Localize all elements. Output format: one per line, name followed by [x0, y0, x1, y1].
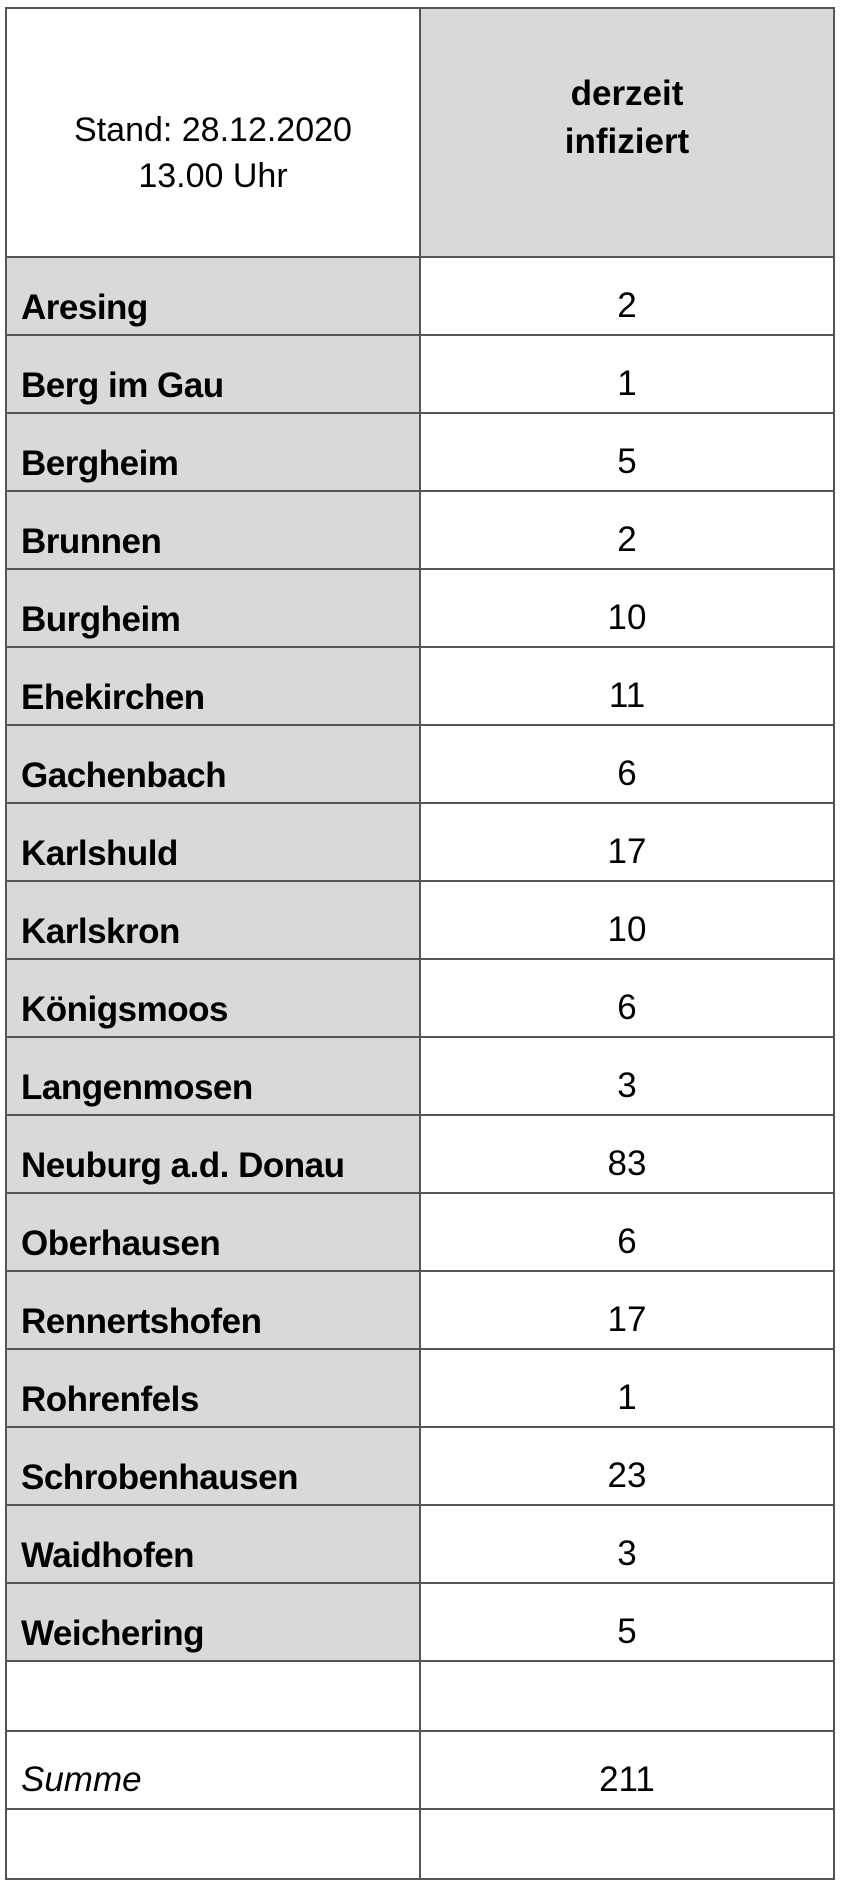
table-row: Gachenbach 6 — [5, 724, 835, 804]
table-row: Langenmosen 3 — [5, 1036, 835, 1116]
infected-count: 17 — [419, 802, 835, 882]
infected-count: 1 — [419, 334, 835, 414]
infected-count: 6 — [419, 958, 835, 1038]
stand-time: 13.00 Uhr — [138, 156, 288, 195]
table-row: Burgheim 10 — [5, 568, 835, 648]
municipality-name: Bergheim — [5, 412, 421, 492]
table-row: Ehekirchen 11 — [5, 646, 835, 726]
municipality-name: Oberhausen — [5, 1192, 421, 1272]
infected-count: 6 — [419, 724, 835, 804]
blank-cell — [419, 1808, 835, 1880]
table-row: Weichering 5 — [5, 1582, 835, 1662]
table-row: Karlshuld 17 — [5, 802, 835, 882]
municipality-name: Karlshuld — [5, 802, 421, 882]
infected-count: 11 — [419, 646, 835, 726]
table-row: Berg im Gau 1 — [5, 334, 835, 414]
infected-count: 6 — [419, 1192, 835, 1272]
infected-count: 3 — [419, 1504, 835, 1584]
blank-cell — [5, 1808, 421, 1880]
total-value: 211 — [419, 1730, 835, 1810]
infected-count: 1 — [419, 1348, 835, 1428]
table-row: Oberhausen 6 — [5, 1192, 835, 1272]
infection-table: Stand: 28.12.2020 13.00 Uhr derzeit infi… — [5, 7, 835, 1880]
municipality-name: Burgheim — [5, 568, 421, 648]
municipality-name: Neuburg a.d. Donau — [5, 1114, 421, 1194]
stand-date: Stand: 28.12.2020 — [74, 110, 352, 149]
table-row: Waidhofen 3 — [5, 1504, 835, 1584]
table-row: Neuburg a.d. Donau 83 — [5, 1114, 835, 1194]
infected-count: 2 — [419, 490, 835, 570]
infected-count: 2 — [419, 256, 835, 336]
blank-row — [5, 1660, 835, 1732]
table-row: Schrobenhausen 23 — [5, 1426, 835, 1506]
municipality-name: Aresing — [5, 256, 421, 336]
column-header-line2: infiziert — [564, 121, 690, 161]
infected-count: 5 — [419, 412, 835, 492]
municipality-name: Ehekirchen — [5, 646, 421, 726]
municipality-name: Karlskron — [5, 880, 421, 960]
blank-cell — [419, 1660, 835, 1732]
table-row: Brunnen 2 — [5, 490, 835, 570]
infected-count: 10 — [419, 568, 835, 648]
column-header: derzeit infiziert — [419, 7, 835, 258]
municipality-name: Brunnen — [5, 490, 421, 570]
municipality-name: Berg im Gau — [5, 334, 421, 414]
table-row: Bergheim 5 — [5, 412, 835, 492]
infected-count: 17 — [419, 1270, 835, 1350]
cut-off-row — [5, 1808, 835, 1880]
municipality-name: Weichering — [5, 1582, 421, 1662]
table-row: Karlskron 10 — [5, 880, 835, 960]
municipality-name: Rohrenfels — [5, 1348, 421, 1428]
column-header-line1: derzeit — [570, 73, 684, 113]
municipality-name: Rennertshofen — [5, 1270, 421, 1350]
municipality-name: Schrobenhausen — [5, 1426, 421, 1506]
table-row: Aresing 2 — [5, 256, 835, 336]
infected-count: 83 — [419, 1114, 835, 1194]
municipality-name: Königsmoos — [5, 958, 421, 1038]
total-row: Summe 211 — [5, 1730, 835, 1810]
infected-count: 3 — [419, 1036, 835, 1116]
blank-cell — [5, 1660, 421, 1732]
total-label: Summe — [5, 1730, 421, 1810]
municipality-name: Gachenbach — [5, 724, 421, 804]
table-row: Rohrenfels 1 — [5, 1348, 835, 1428]
municipality-name: Waidhofen — [5, 1504, 421, 1584]
table-row: Königsmoos 6 — [5, 958, 835, 1038]
table-row: Rennertshofen 17 — [5, 1270, 835, 1350]
header-row: Stand: 28.12.2020 13.00 Uhr derzeit infi… — [5, 7, 835, 258]
stand-cell: Stand: 28.12.2020 13.00 Uhr — [5, 7, 421, 258]
infected-count: 23 — [419, 1426, 835, 1506]
infected-count: 5 — [419, 1582, 835, 1662]
infected-count: 10 — [419, 880, 835, 960]
municipality-name: Langenmosen — [5, 1036, 421, 1116]
